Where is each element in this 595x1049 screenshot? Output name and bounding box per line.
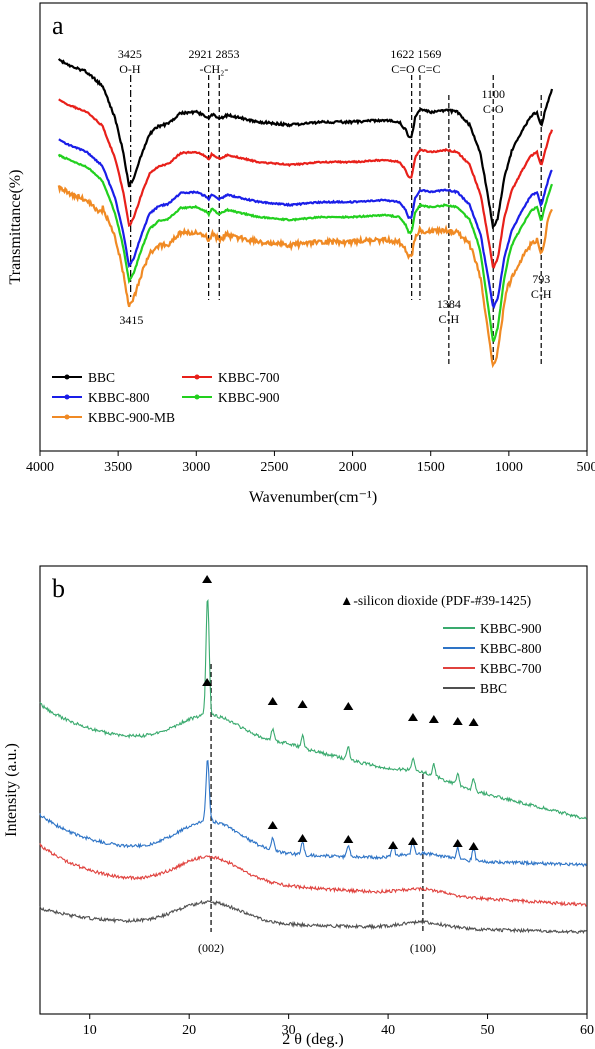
panel-a-y-axis-label: Transmittance(%) [7,170,24,285]
panel-a-peak-annotation: 3425 [118,47,142,61]
panel-b-peak-marker [407,713,418,721]
panel-b-peak-marker [452,839,463,847]
panel-b-peak-marker [297,700,308,708]
panel-a-peak-annotation: 2921 2853 [188,47,239,61]
panel-b-peak-marker [343,702,354,710]
panel-b-x-tick-label: 10 [83,1023,97,1038]
panel-b-series-line [39,598,588,820]
panel-b-peak-marker [428,715,439,723]
panel-b-peak-marker [202,678,213,686]
panel-b-peak-markers [202,575,479,850]
panel-b-reference-lines: (002) (100) [198,664,436,955]
panel-a-x-tick-label: 500 [577,460,595,475]
panel-a-x-tick-label: 2500 [260,460,288,475]
panel-a-x-tick-label: 1500 [417,460,445,475]
panel-a-legend-label: BBC [88,370,115,385]
panel-a-plot-frame [39,2,588,452]
panel-a-peak-annotation: C-H [439,312,460,326]
panel-a-series-line [58,98,554,269]
panel-b-reference-label: (002) [198,941,224,955]
panel-a-legend-label: KBBC-800 [88,390,150,405]
panel-b-peak-marker [343,835,354,843]
panel-b-peak-marker [468,842,479,850]
panel-a-peak-annotation: 1100 [481,87,505,101]
panel-b-legend-label: KBBC-800 [480,641,542,656]
panel-a-series-line [58,138,553,310]
panel-b-y-axis-label: Intensity (a.u.) [3,743,20,837]
panel-a-x-tick-label: 3000 [182,460,210,475]
panel-b-peak-marker [452,717,463,725]
panel-a-legend-label: KBBC-700 [218,370,280,385]
panel-a-x-tick-label: 1000 [495,460,523,475]
panel-b-x-tick-label: 20 [182,1023,196,1038]
panel-b-x-tick-label: 30 [282,1023,296,1038]
panel-b-xrd-chart: b (002) (100) 10 20 30 40 50 60 ▲-silicon diox… [3,565,594,1048]
panel-b-x-ticks: 10 20 30 40 50 60 [83,1014,594,1038]
panel-a-legend-label: KBBC-900-MB [88,410,175,425]
panel-b-plot-frame [39,565,588,1015]
panel-b-peak-marker [388,841,399,849]
panel-b-legend-label: KBBC-700 [480,661,542,676]
panel-a-peak-annotation: 3415 [119,313,143,327]
panel-b-reference-label: (100) [410,941,436,955]
panel-a-x-tick-label: 2000 [339,460,367,475]
panel-b-x-axis-label: 2 θ (deg.) [282,1031,343,1048]
panel-b-peak-marker [297,834,308,842]
panel-a-series-line [57,153,554,342]
panel-a-reference-lines [130,75,542,365]
panel-b-peak-marker [267,697,278,705]
panel-a-series-group [57,58,554,369]
panel-a-peak-annotation: 793 [532,272,550,286]
panel-a-legend-marker [194,374,200,380]
panel-b-legend: ▲-silicon dioxide (PDF-#39-1425) KBBC-90… [340,593,542,696]
panel-a-legend-marker [64,394,70,400]
panel-a-series-line [57,58,554,230]
panel-b-legend-label: BBC [480,681,507,696]
panel-b-series-group [39,598,588,935]
panel-b-peak-marker [468,718,479,726]
panel-a-legend-marker [194,394,200,400]
panel-a-x-axis-label: Wavenumber(cm⁻¹) [249,489,377,506]
panel-a-label: a [52,11,64,40]
panel-a-peak-annotation: O-H [119,62,141,76]
panel-b-series-line [39,899,587,935]
panel-a-peak-annotation: C=O C=C [391,62,440,76]
panel-a-series-line [57,185,553,369]
panel-a-x-tick-label: 3500 [104,460,132,475]
panel-a-peak-annotation: 1384 [437,297,461,311]
panel-b-x-tick-label: 40 [381,1023,395,1038]
panel-a-x-ticks: 4000 3500 3000 2500 2000 1500 1000 500 [26,451,595,475]
panel-b-legend-label: KBBC-900 [480,621,542,636]
panel-b-label: b [52,574,65,603]
panel-a-legend-marker [64,374,70,380]
panel-a-peak-annotation: 1622 1569 [390,47,441,61]
panel-b-x-tick-label: 50 [481,1023,495,1038]
panel-b-series-line [39,843,587,907]
panel-a-legend-marker [64,414,70,420]
panel-a-peak-annotation: C-O [483,102,504,116]
panel-a-legend-label: KBBC-900 [218,390,280,405]
panel-a-peak-annotation: -CH₂- [200,62,229,76]
panel-a-x-tick-label: 4000 [26,460,54,475]
panel-b-peak-marker [267,821,278,829]
panel-a-legend: BBC KBBC-700 KBBC-800 KBBC-900 KBBC-900-MB [52,370,280,425]
panel-b-x-tick-label: 60 [580,1023,594,1038]
panel-b-legend-note: ▲-silicon dioxide (PDF-#39-1425) [340,593,531,608]
panel-b-peak-marker [407,837,418,845]
panel-a-peak-annotation: C-H [531,287,552,301]
panel-b-peak-marker [202,575,213,583]
panel-b-series-line [39,759,588,868]
